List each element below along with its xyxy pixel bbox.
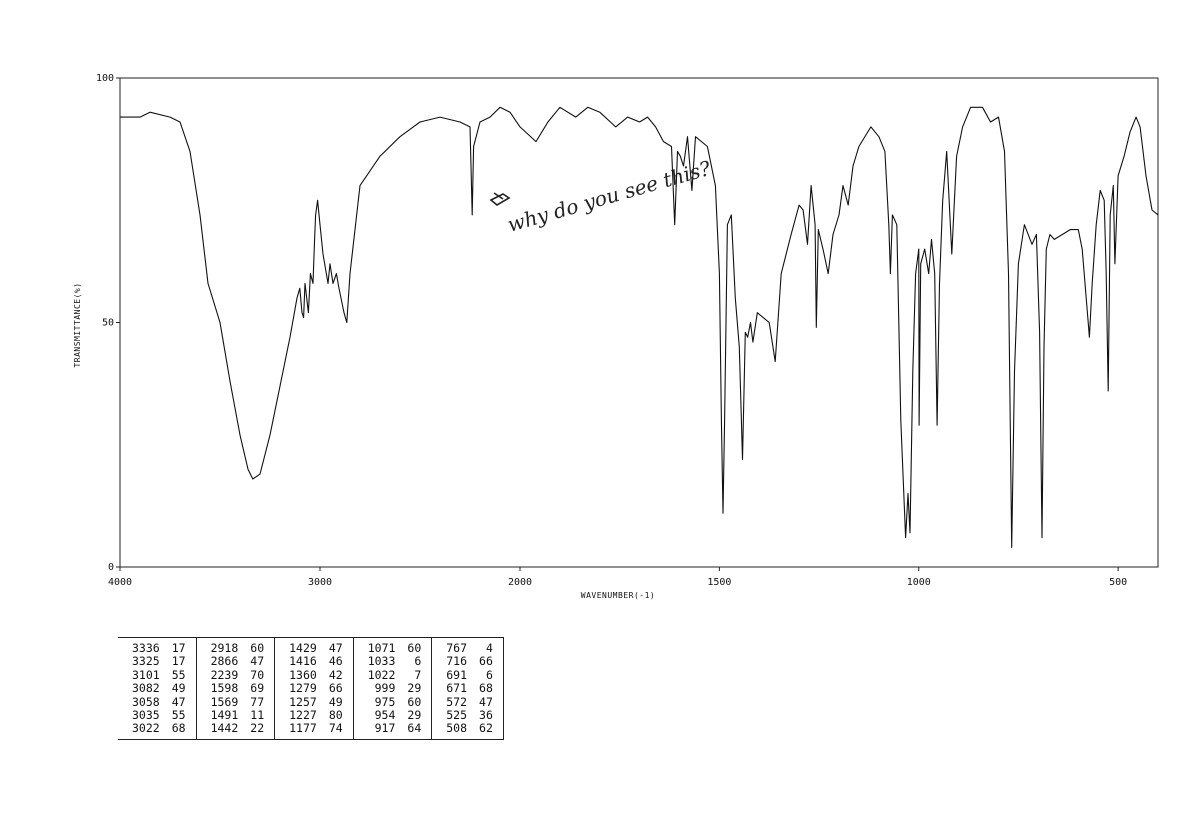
- peak-transmittance: 42: [322, 668, 354, 683]
- peak-transmittance: 68: [473, 681, 504, 696]
- y-axis-title: TRANSMITTANCE(%): [73, 282, 82, 367]
- peak-transmittance: 49: [322, 695, 354, 710]
- peak-wavenumber: 2918: [210, 641, 239, 655]
- peak-wavenumber: 2866: [210, 654, 239, 669]
- peak-table-row: 3325 17 2866 47 1416 46 1033 6 716 66: [118, 654, 504, 669]
- peak-transmittance: 47: [473, 695, 504, 710]
- peak-wavenumber: 716: [446, 654, 468, 669]
- peak-transmittance: 17: [165, 654, 197, 669]
- x-axis: 4000 3000 2000 1500 1000 500: [108, 567, 1127, 588]
- peak-transmittance: 64: [401, 722, 433, 740]
- peak-transmittance: 49: [165, 681, 197, 696]
- peak-wavenumber: 1022: [367, 667, 396, 682]
- peak-wavenumber: 1360: [289, 667, 317, 682]
- peak-wavenumber: 1416: [289, 654, 317, 669]
- peak-wavenumber: 975: [374, 694, 396, 709]
- x-tick-label: 3000: [308, 577, 332, 588]
- peak-table-row: 3035 55 1491 11 1227 80 954 29 525 36: [118, 708, 504, 723]
- peak-wavenumber: 999: [374, 681, 396, 696]
- peak-wavenumber: 917: [374, 721, 396, 736]
- peak-wavenumber: 572: [446, 694, 468, 709]
- peak-transmittance: 46: [322, 654, 354, 669]
- peak-transmittance: 36: [473, 708, 504, 723]
- peak-transmittance: 66: [473, 654, 504, 669]
- peak-transmittance: 6: [473, 668, 504, 683]
- peak-table-row: 3101 55 2239 70 1360 42 1022 7 691 6: [118, 667, 504, 683]
- peak-wavenumber: 3336: [132, 641, 160, 655]
- peak-table-row: 3336 17 2918 60 1429 47 1071 60 767 4: [118, 637, 504, 656]
- spectrum-series-line: [120, 106, 1159, 548]
- peak-transmittance: 47: [322, 637, 354, 656]
- peak-transmittance: 29: [401, 708, 433, 723]
- peak-transmittance: 60: [401, 695, 433, 710]
- peak-transmittance: 69: [244, 681, 276, 696]
- y-tick-label: 100: [96, 73, 114, 84]
- ir-spectrum-chart: 0 50 100 4000 3000 2000 1500 1000 500 TRANSMITT…: [73, 73, 1159, 600]
- peak-transmittance: 55: [165, 708, 197, 723]
- peak-wavenumber: 3325: [132, 654, 160, 669]
- peak-wavenumber: 1429: [289, 641, 317, 655]
- x-tick-label: 4000: [108, 577, 132, 588]
- y-tick-label: 50: [102, 318, 114, 329]
- y-tick-label: 0: [108, 562, 114, 573]
- peak-transmittance: 11: [244, 708, 276, 723]
- peak-wavenumber: 3035: [132, 708, 160, 723]
- peak-transmittance: 47: [165, 695, 197, 710]
- peak-wavenumber: 3101: [132, 667, 160, 682]
- peak-transmittance: 17: [165, 637, 197, 656]
- peak-transmittance: 55: [165, 668, 197, 683]
- peak-table: 3336 17 2918 60 1429 47 1071 60 767 4 3325 17 2866 47…: [118, 637, 504, 740]
- peak-transmittance: 7: [401, 668, 433, 683]
- peak-transmittance: 60: [244, 637, 276, 656]
- x-tick-label: 500: [1109, 577, 1127, 588]
- peak-wavenumber: 1257: [289, 694, 317, 709]
- peak-transmittance: 60: [401, 637, 433, 656]
- handwritten-annotation: why do you see this?: [489, 156, 714, 237]
- peak-transmittance: 4: [473, 637, 504, 656]
- peak-table-row: 3022 68 1442 22 1177 74 917 64 508 62: [118, 721, 504, 740]
- peak-wavenumber: 525: [446, 708, 468, 723]
- peak-wavenumber: 3022: [132, 721, 160, 736]
- pen-icon: [489, 192, 511, 206]
- peak-transmittance: 77: [244, 695, 276, 710]
- annotation-text: why do you see this?: [505, 156, 714, 237]
- peak-table-row: 3082 49 1598 69 1279 66 999 29 671 68: [118, 681, 504, 696]
- peak-wavenumber: 3058: [132, 694, 160, 709]
- peak-wavenumber: 767: [446, 641, 468, 655]
- peak-wavenumber: 1491: [210, 708, 239, 723]
- peak-transmittance: 68: [165, 722, 197, 740]
- peak-wavenumber: 2239: [210, 667, 239, 682]
- peak-transmittance: 66: [322, 681, 354, 696]
- peak-wavenumber: 691: [446, 667, 468, 682]
- peak-wavenumber: 1177: [289, 721, 317, 736]
- x-tick-label: 1000: [907, 577, 931, 588]
- x-tick-label: 1500: [707, 577, 731, 588]
- peak-transmittance: 47: [244, 654, 276, 669]
- peak-wavenumber: 1071: [367, 641, 396, 655]
- peak-transmittance: 62: [473, 722, 504, 740]
- peak-wavenumber: 508: [446, 721, 468, 736]
- x-axis-title: WAVENUMBER(-1): [581, 591, 655, 600]
- peak-wavenumber: 1598: [210, 681, 239, 696]
- peak-transmittance: 6: [401, 654, 433, 669]
- peak-table-row: 3058 47 1569 77 1257 49 975 60 572 47: [118, 694, 504, 710]
- peak-transmittance: 70: [244, 668, 276, 683]
- peak-wavenumber: 1227: [289, 708, 317, 723]
- peak-wavenumber: 1569: [210, 694, 239, 709]
- peak-wavenumber: 1033: [367, 654, 396, 669]
- peak-transmittance: 80: [322, 708, 354, 723]
- peak-transmittance: 29: [401, 681, 433, 696]
- peak-transmittance: 74: [322, 722, 354, 740]
- peak-wavenumber: 3082: [132, 681, 160, 696]
- plot-frame: [119, 77, 1159, 568]
- peak-wavenumber: 954: [374, 708, 396, 723]
- x-tick-label: 2000: [508, 577, 532, 588]
- peak-transmittance: 22: [244, 722, 276, 740]
- y-axis: 0 50 100: [96, 73, 120, 573]
- peak-wavenumber: 1442: [210, 721, 239, 736]
- peak-wavenumber: 671: [446, 681, 468, 696]
- peak-wavenumber: 1279: [289, 681, 317, 696]
